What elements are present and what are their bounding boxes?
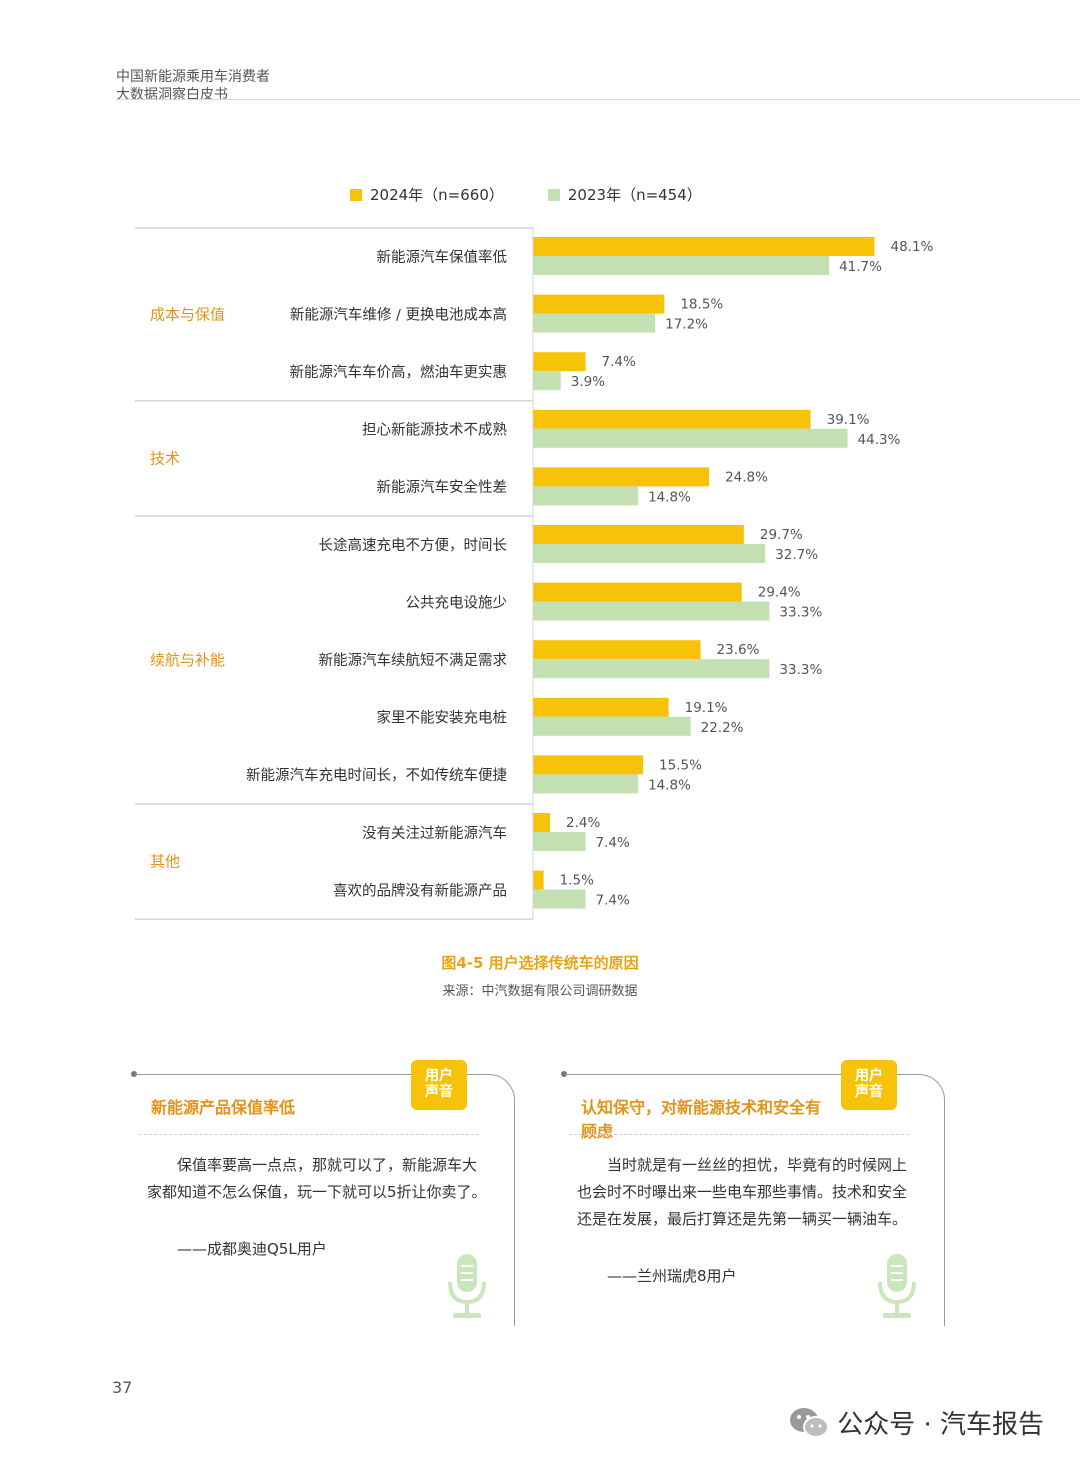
data-label-2024: 48.1% (891, 239, 934, 255)
watermark: 公众号 · 汽车报告 (789, 1404, 1044, 1441)
card-divider (139, 1134, 479, 1135)
bar-2023 (533, 486, 639, 506)
data-label-2023: 7.4% (596, 893, 630, 909)
bar-2023 (533, 371, 561, 391)
category-label: 新能源汽车保值率低 (377, 249, 508, 266)
category-label: 没有关注过新能源汽车 (362, 825, 507, 842)
category-label: 新能源汽车车价高，燃油车更实惠 (290, 363, 508, 381)
bar-2024 (533, 640, 701, 660)
group-label: 其他 (150, 853, 180, 871)
category-label: 新能源汽车充电时间长，不如传统车便捷 (246, 767, 507, 784)
data-label-2023: 14.8% (648, 777, 691, 793)
legend-item-2024: 2024年（n=660） (350, 184, 504, 205)
bar-2024 (533, 237, 875, 256)
category-label: 长途高速充电不方便，时间长 (319, 537, 508, 554)
card-top-line (565, 1074, 845, 1075)
data-label-2024: 15.5% (659, 757, 702, 773)
data-label-2024: 23.6% (717, 642, 760, 658)
data-label-2024: 1.5% (560, 873, 594, 889)
legend-label-2023: 2023年（n=454） (567, 186, 702, 204)
card-dot (131, 1071, 137, 1077)
data-label-2023: 7.4% (596, 835, 630, 851)
category-label: 新能源汽车维修 / 更换电池成本高 (290, 306, 507, 323)
bar-2024 (533, 525, 744, 544)
microphone-icon (448, 1254, 486, 1318)
card-quote: 当时就是有一丝丝的担忧，毕竟有的时候网上也会时不时曝出来一些电车那些事情。技术和… (577, 1156, 908, 1228)
wechat-icon (790, 1407, 830, 1438)
card-title: 认知保守，对新能源技术和安全有顾虑 (581, 1098, 822, 1141)
microphone-icon (878, 1254, 916, 1318)
group-label: 续航与补能 (150, 651, 225, 669)
bar-2023 (533, 256, 830, 275)
card-top-line (135, 1074, 415, 1075)
group-label: 技术 (150, 449, 180, 467)
bar-2023 (533, 832, 586, 851)
card-signature: ——成都奥迪Q5L用户 (177, 1240, 327, 1258)
category-label: 喜欢的品牌没有新能源产品 (333, 882, 507, 899)
legend-item-2023: 2023年（n=454） (547, 184, 702, 205)
bar-2023 (533, 774, 639, 794)
data-label-2023: 3.9% (571, 374, 605, 390)
data-label-2024: 39.1% (827, 412, 870, 428)
legend-swatch-2024 (350, 188, 362, 201)
data-label-2024: 7.4% (602, 354, 636, 370)
user-voice-badge: 用户 声音 (841, 1060, 897, 1110)
category-label: 家里不能安装充电桩 (377, 710, 508, 727)
bar-2024 (533, 870, 544, 890)
bar-2024 (533, 582, 742, 602)
data-label-2023: 17.2% (665, 317, 708, 333)
bar-2023 (533, 544, 766, 563)
data-label-2023: 32.7% (775, 547, 818, 563)
bar-2024 (533, 467, 710, 487)
data-label-2023: 22.2% (701, 720, 744, 736)
data-label-2023: 33.3% (779, 662, 822, 678)
card-divider (569, 1134, 909, 1135)
card-dot (561, 1071, 567, 1077)
header-divider (116, 99, 1080, 100)
user-voice-card-1: 用户 声音 新能源产品保值率低 保值率要高一点点，那就可以了，新能源车大家都知道不… (131, 1060, 515, 1326)
bar-2023 (533, 428, 848, 448)
data-label-2024: 19.1% (685, 700, 728, 716)
bar-2023 (533, 601, 770, 621)
data-label-2024: 29.4% (758, 585, 801, 601)
user-voice-badge: 用户 声音 (411, 1060, 467, 1110)
card-signature: ——兰州瑞虎8用户 (607, 1267, 737, 1285)
bar-2024 (533, 697, 669, 717)
bar-2024 (533, 294, 665, 314)
bar-2023 (533, 659, 770, 679)
legend-swatch-2023 (547, 188, 560, 201)
data-label-2024: 18.5% (680, 297, 723, 313)
data-label-2023: 44.3% (858, 432, 901, 448)
user-voice-card-2: 用户 声音 认知保守，对新能源技术和安全有顾虑 当时就是有一丝丝的担忧，毕竟有的时… (561, 1060, 945, 1326)
data-label-2024: 24.8% (725, 469, 768, 485)
data-label-2024: 2.4% (566, 815, 600, 831)
header-line-1: 中国新能源乘用车消费者 (116, 69, 270, 85)
bar-chart: 新能源汽车保值率低 48.1% 41.7% 新能源汽车维修 / 更换电池成本高 18.5… (135, 227, 934, 920)
watermark-text: 公众号 · 汽车报告 (837, 1410, 1044, 1440)
data-label-2024: 29.7% (760, 527, 803, 543)
bar-2023 (533, 889, 586, 909)
category-label: 担心新能源技术不成熟 (362, 422, 507, 439)
bar-2024 (533, 813, 551, 832)
card-quote: 保值率要高一点点，那就可以了，新能源车大家都知道不怎么保值，玩一下就可以5折让你… (147, 1156, 487, 1201)
category-label: 新能源汽车续航短不满足需求 (319, 652, 508, 669)
bar-2024 (533, 755, 644, 775)
data-label-2023: 14.8% (648, 489, 691, 505)
data-label-2023: 33.3% (779, 605, 822, 621)
category-label: 新能源汽车安全性差 (377, 478, 508, 496)
legend-label-2024: 2024年（n=660） (370, 186, 504, 204)
bar-2024 (533, 352, 586, 372)
data-label-2023: 41.7% (839, 259, 882, 275)
page-number: 37 (112, 1378, 133, 1397)
figure-caption: 图4-5 用户选择传统车的原因 (441, 954, 639, 972)
card-title: 新能源产品保值率低 (151, 1098, 296, 1117)
bar-2024 (533, 409, 811, 429)
category-label: 公共充电设施少 (406, 594, 508, 611)
bar-2023 (533, 716, 691, 736)
figure-source: 来源：中汽数据有限公司调研数据 (442, 984, 638, 999)
group-label: 成本与保值 (150, 305, 225, 323)
bar-2023 (533, 313, 656, 333)
chart-legend: 2024年（n=660） 2023年（n=454） (350, 184, 702, 205)
